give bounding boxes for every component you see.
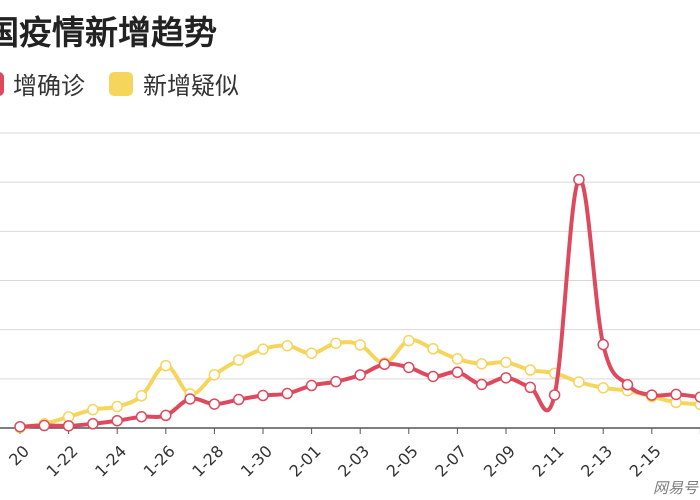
legend: 增确诊 新增疑似 bbox=[0, 66, 263, 101]
point-confirmed-1-27 bbox=[184, 393, 196, 405]
point-confirmed-2-07 bbox=[451, 366, 464, 379]
point-confirmed-2-04 bbox=[378, 358, 391, 371]
point-suspected-2-12 bbox=[573, 376, 585, 388]
point-confirmed-2-02 bbox=[330, 375, 342, 388]
chart-title: 国疫情新增趋势 bbox=[0, 13, 217, 52]
point-confirmed-1-23 bbox=[87, 418, 99, 430]
point-suspected-2-06 bbox=[427, 343, 439, 355]
legend-swatch-confirmed bbox=[0, 71, 4, 96]
point-confirmed-1-29 bbox=[232, 393, 245, 406]
point-confirmed-2-08 bbox=[475, 378, 488, 391]
point-suspected-2-13 bbox=[597, 382, 609, 394]
point-confirmed-2-09 bbox=[500, 372, 512, 384]
point-confirmed-2-16 bbox=[670, 388, 682, 401]
x-tick-label-2-01: 2-01 bbox=[285, 442, 324, 481]
point-confirmed-2-17 bbox=[694, 391, 700, 403]
point-confirmed-1-22 bbox=[62, 420, 75, 432]
point-confirmed-2-11 bbox=[548, 389, 561, 401]
x-tick-label-1-22: 1-22 bbox=[42, 442, 81, 481]
watermark: 网易号 bbox=[652, 479, 698, 497]
point-suspected-2-07 bbox=[451, 353, 464, 365]
point-suspected-2-03 bbox=[354, 339, 366, 351]
point-confirmed-1-24 bbox=[111, 414, 123, 427]
point-confirmed-2-12 bbox=[573, 173, 585, 186]
x-tick-label-1-30: 1-30 bbox=[237, 442, 276, 481]
legend-label-confirmed: 增确诊 bbox=[13, 72, 85, 100]
point-confirmed-1-26 bbox=[160, 409, 172, 422]
point-suspected-1-29 bbox=[232, 354, 245, 366]
point-confirmed-1-25 bbox=[135, 410, 148, 423]
legend-label-suspected: 新增疑似 bbox=[143, 72, 239, 100]
point-suspected-2-10 bbox=[524, 364, 537, 376]
point-confirmed-2-05 bbox=[403, 361, 415, 374]
series-line-suspected bbox=[18, 338, 700, 430]
x-tick-label-1-26: 1-26 bbox=[140, 442, 179, 481]
point-suspected-2-05 bbox=[403, 334, 415, 347]
point-suspected-2-02 bbox=[330, 337, 342, 349]
x-tick-label-2-03: 2-03 bbox=[334, 442, 373, 481]
x-tick-label-2-09: 2-09 bbox=[480, 442, 519, 481]
point-confirmed-1-21 bbox=[38, 419, 51, 432]
point-confirmed-1-30 bbox=[257, 389, 269, 402]
legend-item-confirmed[interactable]: 增确诊 bbox=[0, 66, 85, 101]
x-tick-label-2-13: 2-13 bbox=[577, 442, 616, 481]
point-confirmed-2-10 bbox=[524, 381, 537, 394]
point-confirmed-1-28 bbox=[208, 398, 221, 410]
x-tick-label-1-28: 1-28 bbox=[188, 442, 227, 481]
point-confirmed-2-14 bbox=[621, 378, 634, 391]
point-suspected-2-09 bbox=[500, 356, 512, 369]
point-suspected-1-28 bbox=[208, 369, 221, 381]
x-tick-label-2-07: 2-07 bbox=[431, 442, 470, 481]
point-confirmed-2-15 bbox=[646, 389, 658, 401]
point-confirmed-1-20 bbox=[14, 420, 26, 433]
x-tick-label-2-05: 2-05 bbox=[383, 442, 422, 481]
point-confirmed-1-31 bbox=[281, 387, 294, 400]
x-tick-label-1-24: 1-24 bbox=[91, 442, 130, 481]
point-suspected-1-25 bbox=[135, 390, 148, 402]
point-suspected-2-08 bbox=[475, 358, 488, 370]
point-suspected-1-23 bbox=[87, 403, 99, 416]
x-tick-label-2-11: 2-11 bbox=[528, 442, 567, 481]
point-suspected-1-26 bbox=[160, 359, 172, 372]
point-suspected-2-01 bbox=[305, 347, 318, 359]
point-confirmed-2-13 bbox=[597, 338, 609, 351]
point-confirmed-2-03 bbox=[354, 369, 366, 381]
point-suspected-1-30 bbox=[257, 343, 269, 355]
x-tick-label-2-15: 2-15 bbox=[626, 442, 665, 481]
legend-swatch-suspected bbox=[109, 71, 133, 96]
point-suspected-1-24 bbox=[111, 400, 123, 413]
point-confirmed-2-01 bbox=[305, 379, 318, 392]
legend-item-suspected[interactable]: 新增疑似 bbox=[109, 66, 239, 101]
point-suspected-1-31 bbox=[281, 339, 294, 352]
point-confirmed-2-06 bbox=[427, 370, 439, 383]
x-tick-label-20: 20 bbox=[5, 442, 33, 470]
